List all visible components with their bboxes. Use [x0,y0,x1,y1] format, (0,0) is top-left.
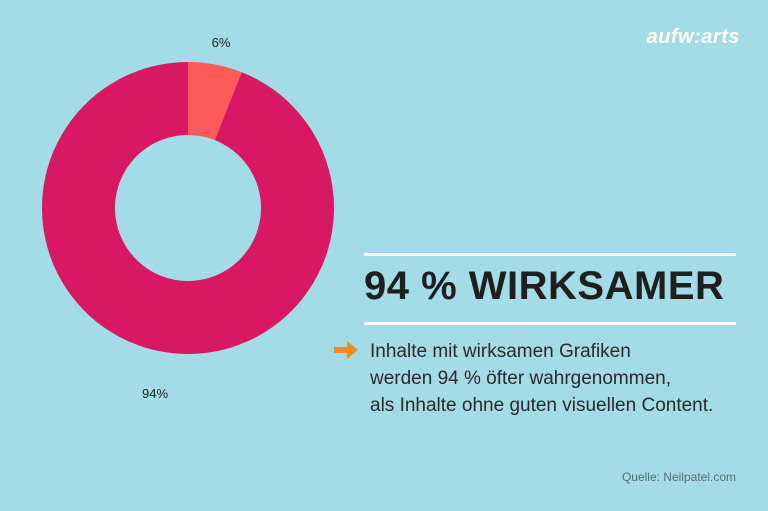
donut-chart: 6% 94% [42,35,335,401]
arrow-right-icon [334,341,358,359]
brand-logo: aufw:arts [646,26,740,48]
headline-rule-top [364,253,736,256]
source-note: Quelle: Neilpatel.com [621,470,736,484]
body-text: Inhalte mit wirksamen Grafiken werden 94… [370,338,760,419]
body-line: werden 94 % öfter wahrgenommen, [370,368,671,389]
donut-slice [188,62,242,141]
headline-rule-bottom [364,322,736,325]
donut-slice [42,61,335,354]
slice-label: 94% [142,386,168,401]
headline: 94 % WIRKSAMER [364,264,725,308]
body-line: als Inhalte ohne guten visuellen Content… [370,395,714,416]
body-line: Inhalte mit wirksamen Grafiken [370,341,631,362]
slice-label: 6% [212,35,231,50]
